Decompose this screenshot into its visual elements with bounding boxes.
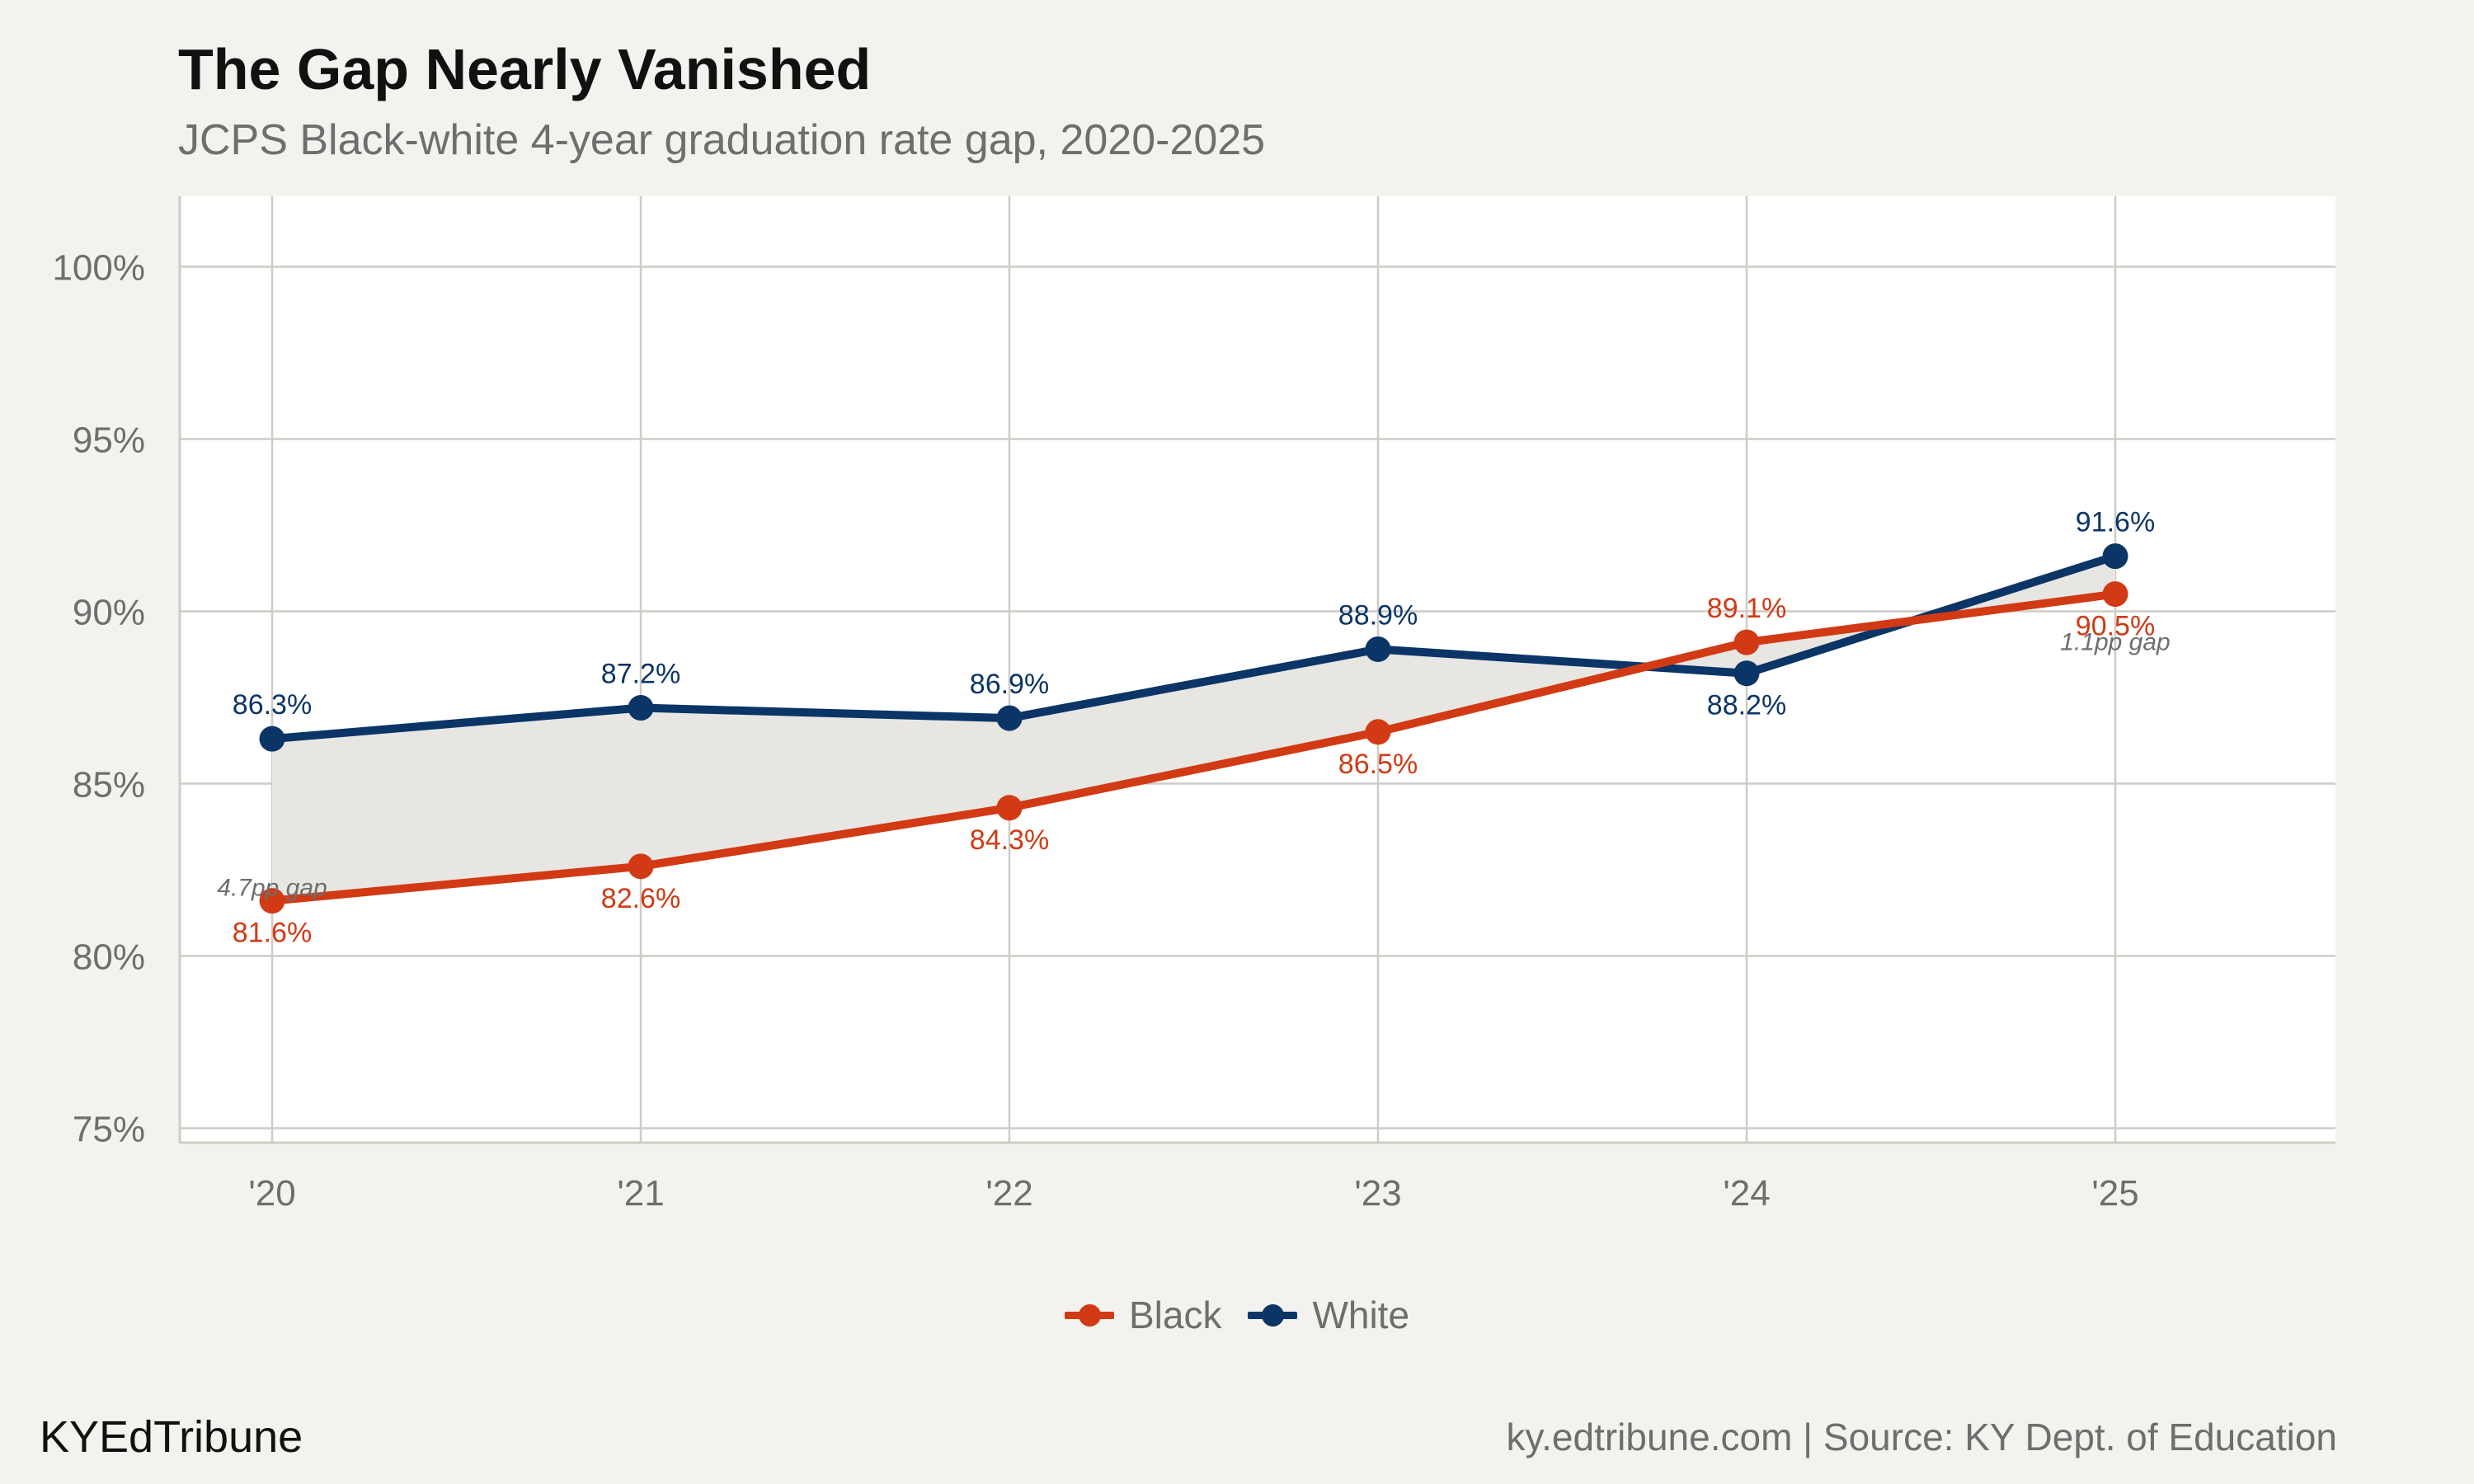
legend-label-white: White: [1312, 1294, 1410, 1336]
gap-annotation: 1.1pp gap: [2060, 629, 2170, 656]
data-label-black: 90.5%: [2076, 611, 2155, 642]
series-line-white: [268, 552, 2119, 744]
data-label-white: 87.2%: [601, 659, 680, 690]
gap-annotation: 4.7pp gap: [217, 875, 327, 902]
x-tick-label: '21: [617, 1173, 664, 1214]
data-point-black: [1365, 719, 1391, 745]
legend-item-black: Black: [1064, 1293, 1222, 1337]
data-point-white: [259, 726, 285, 752]
data-point-black: [996, 795, 1023, 821]
data-label-black: 86.5%: [1338, 749, 1418, 780]
legend-label-black: Black: [1128, 1294, 1222, 1336]
data-point-black: [259, 888, 285, 914]
data-label-black: 89.1%: [1707, 593, 1786, 624]
brand-name: KYEdTribune: [40, 1412, 303, 1462]
y-tick-label: 100%: [52, 248, 145, 289]
x-tick-label: '23: [1354, 1173, 1401, 1214]
data-point-black: [628, 853, 654, 880]
data-label-white: 86.9%: [970, 669, 1049, 700]
data-label-white: 91.6%: [2076, 507, 2155, 538]
data-point-white: [628, 695, 654, 721]
legend-item-white: White: [1248, 1293, 1409, 1337]
x-tick-label: '25: [2091, 1173, 2138, 1214]
legend-key-white: [1248, 1298, 1298, 1331]
data-point-black: [1733, 629, 1760, 655]
data-label-black: 84.3%: [970, 824, 1049, 856]
series-line-black: [268, 589, 2119, 905]
y-tick-label: 90%: [73, 593, 145, 633]
x-tick-label: '24: [1723, 1173, 1770, 1214]
data-label-black: 81.6%: [233, 918, 312, 949]
gap-area: [272, 556, 2115, 901]
data-point-white: [1733, 660, 1760, 687]
chart-legend: Black White: [0, 1293, 2474, 1337]
x-tick-label: '20: [248, 1173, 295, 1214]
data-label-black: 82.6%: [601, 883, 680, 914]
chart-title: The Gap Nearly Vanished: [178, 37, 872, 101]
y-tick-label: 85%: [73, 765, 145, 805]
data-point-white: [1365, 636, 1391, 662]
x-tick-label: '22: [985, 1173, 1032, 1214]
data-point-black: [2102, 581, 2128, 608]
data-point-white: [996, 705, 1023, 731]
source-credit: ky.edtribune.com | Source: KY Dept. of E…: [1506, 1416, 2337, 1458]
y-tick-label: 95%: [73, 420, 145, 461]
legend-key-black: [1064, 1298, 1114, 1331]
chart-subtitle: JCPS Black-white 4-year graduation rate …: [178, 116, 1266, 164]
y-tick-label: 80%: [73, 937, 145, 978]
data-label-white: 86.3%: [233, 689, 312, 721]
data-label-white: 88.2%: [1707, 690, 1786, 721]
data-label-white: 88.9%: [1338, 599, 1418, 631]
data-point-white: [2102, 543, 2128, 570]
y-tick-label: 75%: [73, 1110, 145, 1150]
